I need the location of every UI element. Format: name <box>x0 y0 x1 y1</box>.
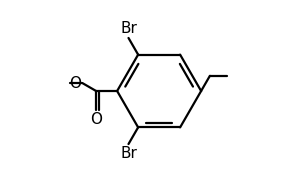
Text: Br: Br <box>120 146 137 161</box>
Text: O: O <box>90 112 102 127</box>
Text: O: O <box>69 76 81 91</box>
Text: Br: Br <box>120 21 137 36</box>
